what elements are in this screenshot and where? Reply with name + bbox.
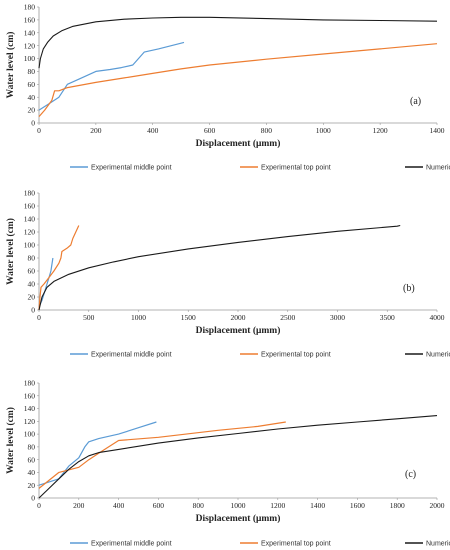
- legend-entry-label: Experimental top point: [261, 540, 331, 547]
- y-tick-label: 0: [31, 306, 35, 315]
- series-line-numerical-top-point: [38, 16, 438, 69]
- y-tick-label: 60: [28, 80, 36, 89]
- y-tick-label: 160: [24, 391, 36, 400]
- series-line-numerical-top-point: [38, 224, 401, 311]
- x-tick-label: 1000: [131, 313, 146, 322]
- series-line-experimental-middle-point: [38, 41, 185, 111]
- legend-entry-label: Numerical top point: [426, 351, 450, 358]
- chart-panel-0: 0 20 40 60 80 100 120 140 160 180 0 200 400 600 800 100…: [5, 3, 450, 172]
- x-tick-label: 800: [193, 501, 205, 510]
- y-tick-label: 60: [28, 455, 36, 464]
- legend-entry-label: Experimental top point: [261, 351, 331, 358]
- x-tick-label: 200: [73, 501, 85, 510]
- x-tick-label: 0: [37, 501, 41, 510]
- y-tick-label: 80: [28, 254, 36, 263]
- x-tick-label: 400: [113, 501, 125, 510]
- x-tick-label: 1400: [310, 501, 325, 510]
- chart-panel-1: 0 20 40 60 80 100 120 140 160 180 0 500 1000 1500 2000…: [5, 189, 450, 359]
- y-tick-label: 120: [24, 228, 36, 237]
- x-tick-label: 1400: [430, 126, 445, 135]
- y-tick-label: 60: [28, 267, 36, 276]
- y-tick-label: 160: [24, 15, 36, 24]
- x-tick-label: 500: [83, 313, 95, 322]
- panel-label: (c): [405, 469, 416, 480]
- x-tick-label: 1500: [181, 313, 196, 322]
- legend: Experimental middle point Experimental to…: [70, 164, 450, 171]
- x-tick-label: 600: [153, 501, 165, 510]
- panel-label: (b): [403, 283, 415, 294]
- y-tick-label: 180: [24, 3, 36, 12]
- legend-entry-label: Numerical top point: [426, 164, 450, 171]
- x-tick-label: 1600: [350, 501, 365, 510]
- y-tick-label: 0: [31, 119, 35, 128]
- y-tick-label: 20: [28, 481, 36, 490]
- series-line-experimental-top-point: [38, 225, 80, 311]
- x-tick-label: 2000: [430, 501, 445, 510]
- y-tick-label: 140: [24, 404, 36, 413]
- y-axis-title: Water level (cm): [5, 407, 16, 474]
- y-tick-label: 100: [24, 241, 36, 250]
- y-tick-label: 140: [24, 28, 36, 37]
- x-tick-label: 2000: [231, 313, 246, 322]
- x-tick-label: 800: [261, 126, 273, 135]
- series-line-experimental-middle-point: [38, 421, 157, 486]
- y-tick-label: 100: [24, 54, 36, 63]
- series-line-experimental-top-point: [38, 421, 286, 489]
- x-tick-label: 400: [147, 126, 159, 135]
- x-axis-title: Displacement (μmm): [196, 138, 281, 149]
- x-tick-label: 600: [204, 126, 216, 135]
- x-axis-title: Displacement (μmm): [196, 325, 281, 336]
- x-axis-title: Displacement (μmm): [196, 513, 281, 524]
- y-axis-title: Water level (cm): [5, 218, 16, 285]
- x-tick-label: 1200: [373, 126, 388, 135]
- legend-entry-label: Experimental middle point: [91, 540, 172, 547]
- y-tick-label: 120: [24, 41, 36, 50]
- legend-entry-label: Experimental top point: [261, 164, 331, 171]
- y-tick-label: 180: [24, 379, 36, 388]
- y-tick-label: 100: [24, 430, 36, 439]
- legend-entry-label: Numerical top point: [426, 540, 450, 547]
- x-tick-label: 3000: [330, 313, 345, 322]
- panel-label: (a): [410, 96, 421, 107]
- x-tick-label: 0: [37, 126, 41, 135]
- y-axis-title: Water level (cm): [5, 32, 16, 99]
- x-tick-label: 4000: [430, 313, 445, 322]
- y-tick-label: 120: [24, 417, 36, 426]
- x-tick-label: 1200: [270, 501, 285, 510]
- x-tick-label: 0: [37, 313, 41, 322]
- x-tick-label: 2500: [280, 313, 295, 322]
- x-tick-label: 1000: [231, 501, 246, 510]
- y-tick-label: 80: [28, 67, 36, 76]
- y-tick-label: 20: [28, 106, 36, 115]
- series-line-numerical-top-point: [38, 415, 438, 499]
- y-tick-label: 160: [24, 202, 36, 211]
- legend-entry-label: Experimental middle point: [91, 351, 172, 358]
- y-tick-label: 40: [28, 93, 36, 102]
- x-tick-label: 1000: [316, 126, 331, 135]
- y-tick-label: 140: [24, 215, 36, 224]
- legend: Experimental middle point Experimental to…: [70, 351, 450, 358]
- x-tick-label: 3500: [380, 313, 395, 322]
- y-tick-label: 180: [24, 189, 36, 198]
- y-tick-label: 0: [31, 494, 35, 503]
- legend-entry-label: Experimental middle point: [91, 164, 172, 171]
- series-line-experimental-top-point: [38, 43, 438, 117]
- x-tick-label: 1800: [390, 501, 405, 510]
- y-tick-label: 40: [28, 280, 36, 289]
- y-tick-label: 40: [28, 468, 36, 477]
- y-tick-label: 20: [28, 293, 36, 302]
- series-line-experimental-middle-point: [38, 257, 54, 308]
- legend: Experimental middle point Experimental to…: [70, 540, 450, 547]
- y-tick-label: 80: [28, 442, 36, 451]
- x-tick-label: 200: [90, 126, 102, 135]
